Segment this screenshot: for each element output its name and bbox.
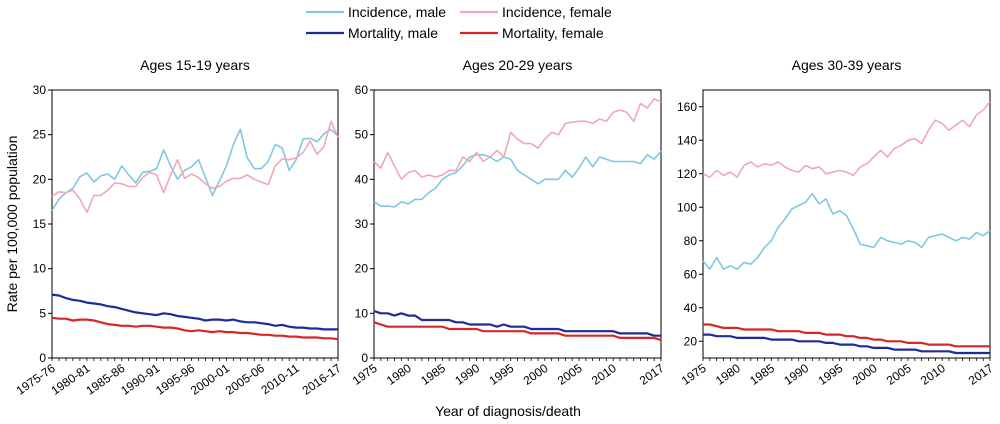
panel-2-title: Ages 20-29 years [463,57,573,73]
panel-3-ytick-label-80: 80 [684,234,698,248]
panel-2-xtick-label-1985: 1985 [418,361,448,388]
panel-2-xtick-label-2005: 2005 [555,361,585,388]
panel-2-xtick-label-2000: 2000 [521,361,551,388]
panel-1-xtick-label-198586: 1985-86 [83,361,127,398]
x-axis-label: Year of diagnosis/death [435,403,581,419]
panel-3-series-mortality-female [703,323,990,348]
panel-3-xtick-label-1975: 1975 [679,361,709,388]
panel-2-xtick-label-1975: 1975 [350,361,380,388]
panel-2-series-incidence-female [373,98,662,181]
panel-3-xtick-label-2000: 2000 [850,361,880,388]
panel-2-xtick-label-1990: 1990 [452,361,482,388]
panel-3-xtick-label-1980: 1980 [713,361,743,388]
panel-2-series-mortality-female [373,321,662,342]
panel-3-xtick-label-2005: 2005 [884,361,914,388]
panel-1-title: Ages 15-19 years [140,57,250,73]
panel-3-xtick-label-2017: 2017 [966,361,996,388]
panel-3-xtick-label-1995: 1995 [815,361,845,388]
panel-2-xtick-label-1995: 1995 [486,361,516,388]
panel-3-xtick-label-1990: 1990 [781,361,811,388]
panel-2-ytick-label-40: 40 [355,172,369,186]
panel-3-ytick-label-40: 40 [684,301,698,315]
panel-1-ytick-label-15: 15 [33,217,47,231]
panel-1-xtick-label-197576: 1975-76 [14,361,58,398]
panel-1-series-mortality-male [51,293,338,331]
panel-3-ytick-label-120: 120 [677,167,697,181]
panel-1-xtick-label-200506: 2005-06 [223,361,267,398]
panel-3-series-incidence-female [702,101,991,178]
panel-3-series-mortality-male [703,333,990,355]
panel-3-ytick-label-160: 160 [677,100,697,114]
panel-1-ytick-label-5: 5 [39,306,46,320]
panel-1-series-mortality-female [51,316,339,341]
panel-3-xtick-label-1985: 1985 [747,361,777,388]
panel-3-ytick-label-140: 140 [677,133,697,147]
panel-1-series-incidence-female [51,120,339,214]
panel-3-title: Ages 30-39 years [792,57,902,73]
panel-1-xtick-label-199091: 1990-91 [118,361,162,398]
panel-1-xtick-label-201617: 2016-17 [300,361,344,398]
panel-1-ytick-label-30: 30 [33,83,47,97]
panel-1-ytick-label-25: 25 [33,128,47,142]
panel-3-frame [702,89,991,359]
panel-1-ytick-label-0: 0 [39,351,46,365]
legend-label-3: Mortality, male [348,25,438,41]
panel-3-ytick-label-60: 60 [684,267,698,281]
y-axis-label: Rate per 100,000 population [4,136,20,313]
panel-2-xtick-label-2010: 2010 [589,361,619,388]
panel-2-series-mortality-male [373,310,661,337]
panel-2-xtick-label-2017: 2017 [637,361,667,388]
panel-3-xtick-label-2010: 2010 [918,361,948,388]
panel-1-xtick-label-198081: 1980-81 [48,361,92,398]
panel-2-ytick-label-30: 30 [355,217,369,231]
panel-2-ytick-label-10: 10 [355,306,369,320]
legend-label-4: Mortality, female [502,25,604,41]
legend-label-2: Incidence, female [502,4,612,20]
panel-2-series-incidence-male [373,150,662,208]
panel-2-xtick-label-1980: 1980 [384,361,414,388]
panel-2-ytick-label-60: 60 [355,83,369,97]
panel-3-ytick-label-100: 100 [677,200,697,214]
panel-1-ytick-label-10: 10 [33,262,47,276]
panel-1-xtick-label-199596: 1995-96 [153,361,197,398]
panel-1-xtick-label-201011: 2010-11 [258,361,302,397]
legend-label-1: Incidence, male [348,4,446,20]
panel-1-xtick-label-200001: 2000-01 [188,361,232,398]
panel-1-series-incidence-male [51,128,339,212]
panel-2-ytick-label-50: 50 [355,128,369,142]
panel-1-ytick-label-20: 20 [33,172,47,186]
panel-3-series-incidence-male [702,193,991,271]
panel-2-ytick-label-20: 20 [355,262,369,276]
panel-3-ytick-label-20: 20 [684,334,698,348]
panel-2-ytick-label-0: 0 [361,351,368,365]
